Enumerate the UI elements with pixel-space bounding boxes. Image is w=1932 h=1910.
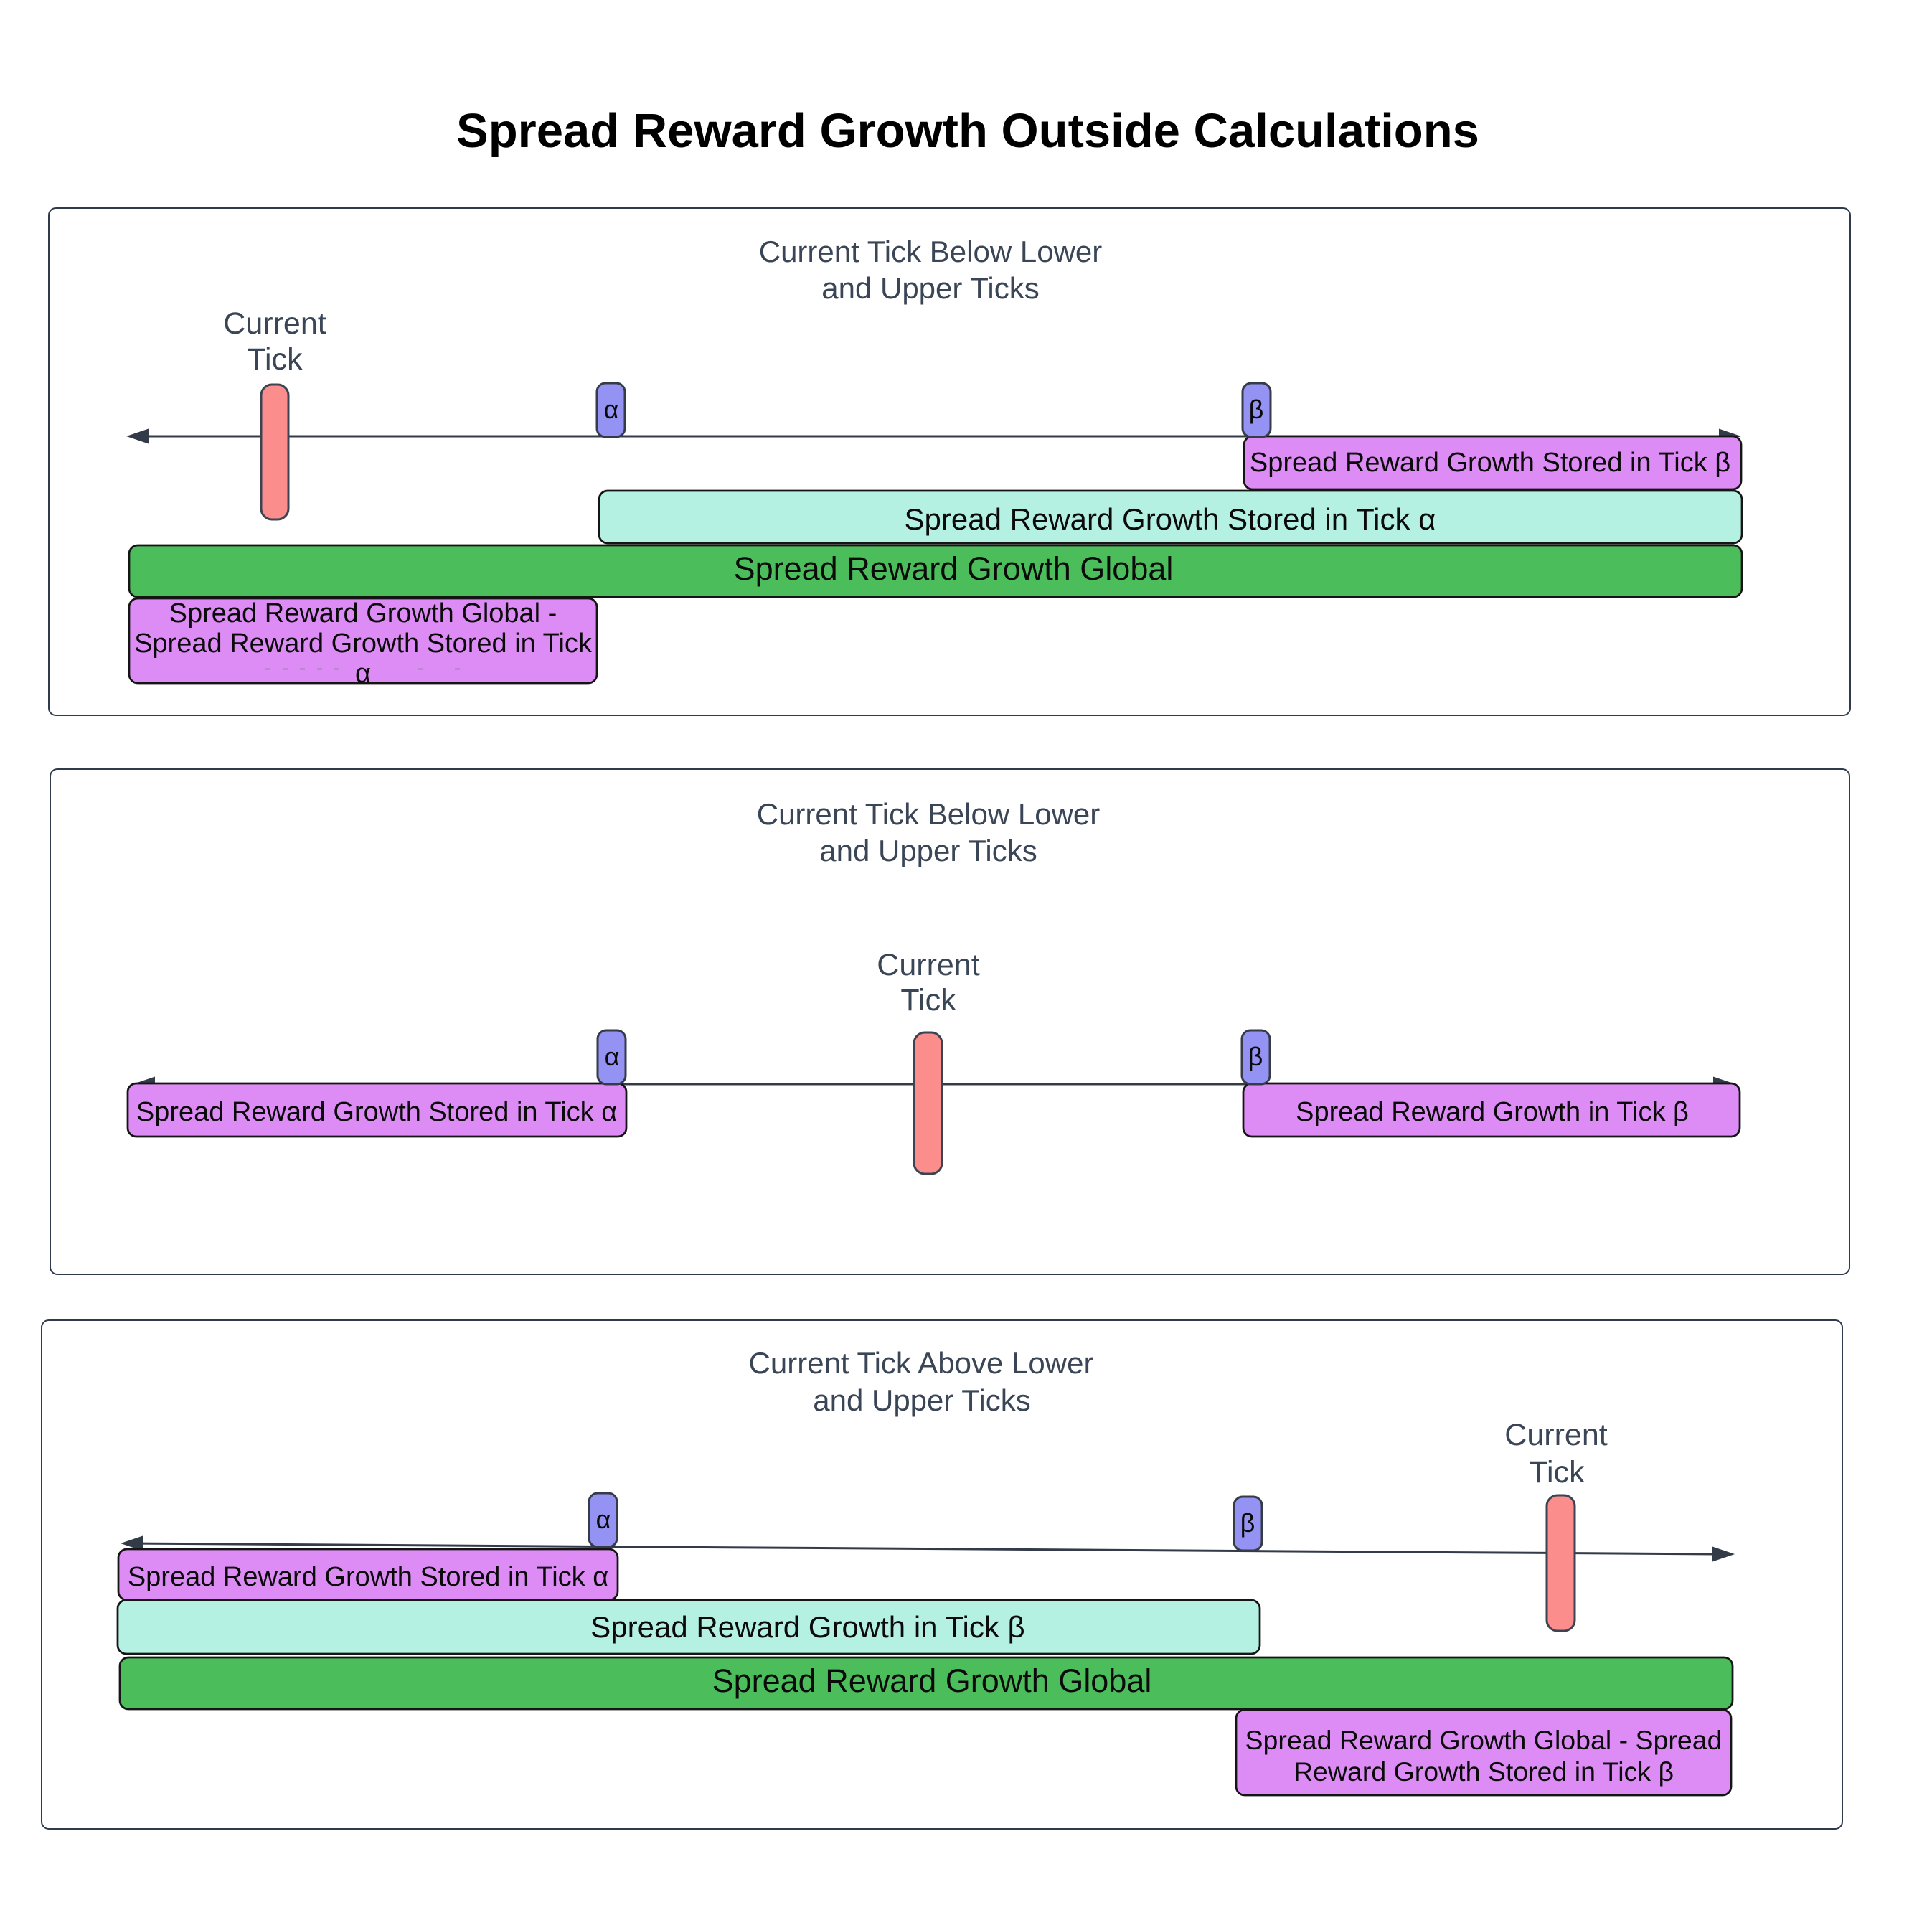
svg-text:Spread Reward Growth Stored in: Spread Reward Growth Stored in Tick α xyxy=(128,1562,608,1592)
svg-text:Spread Reward Growth Global -: Spread Reward Growth Global - xyxy=(169,598,557,629)
svg-text:Current Tick Above Lower: Current Tick Above Lower xyxy=(749,1346,1094,1380)
svg-text:α: α xyxy=(596,1505,611,1534)
svg-text:α: α xyxy=(605,1042,620,1071)
svg-text:Spread Reward Growth Stored in: Spread Reward Growth Stored in Tick xyxy=(134,629,593,659)
svg-text:β: β xyxy=(1248,1042,1263,1071)
svg-text:Spread Reward Growth Stored in: Spread Reward Growth Stored in Tick β xyxy=(1250,448,1730,478)
svg-text:Spread Reward Growth Global: Spread Reward Growth Global xyxy=(734,550,1174,587)
svg-text:Spread Reward Growth Stored in: Spread Reward Growth Stored in Tick α xyxy=(905,502,1436,536)
svg-text:Current: Current xyxy=(223,306,326,341)
svg-text:Tick: Tick xyxy=(247,342,303,377)
svg-text:Spread Reward Growth Global: Spread Reward Growth Global xyxy=(712,1662,1152,1699)
svg-text:Spread Reward Growth in Tick β: Spread Reward Growth in Tick β xyxy=(590,1610,1024,1644)
svg-text:β: β xyxy=(1240,1508,1255,1538)
svg-text:Reward Growth Stored in Tick β: Reward Growth Stored in Tick β xyxy=(1294,1756,1674,1787)
svg-text:β: β xyxy=(1249,395,1264,424)
svg-text:and Upper Ticks: and Upper Ticks xyxy=(819,834,1037,867)
svg-text:and Upper Ticks: and Upper Ticks xyxy=(821,271,1039,305)
svg-text:α: α xyxy=(355,659,371,689)
svg-text:Current: Current xyxy=(1504,1418,1607,1452)
svg-text:Spread Reward Growth Outside C: Spread Reward Growth Outside Calculation… xyxy=(456,104,1479,158)
svg-text:Current Tick Below Lower: Current Tick Below Lower xyxy=(759,235,1103,268)
svg-text:Current: Current xyxy=(877,948,979,982)
svg-text:α: α xyxy=(604,395,619,424)
svg-text:and Upper Ticks: and Upper Ticks xyxy=(813,1383,1030,1417)
svg-text:Spread Reward Growth in Tick β: Spread Reward Growth in Tick β xyxy=(1296,1097,1689,1127)
svg-text:Spread Reward Growth Global -: Spread Reward Growth Global - Spread xyxy=(1245,1725,1723,1755)
svg-text:Tick: Tick xyxy=(900,983,956,1017)
svg-text:Tick: Tick xyxy=(1529,1455,1585,1490)
svg-text:Spread Reward Growth Stored in: Spread Reward Growth Stored in Tick α xyxy=(136,1097,617,1127)
svg-text:Current Tick Below Lower: Current Tick Below Lower xyxy=(757,797,1101,831)
